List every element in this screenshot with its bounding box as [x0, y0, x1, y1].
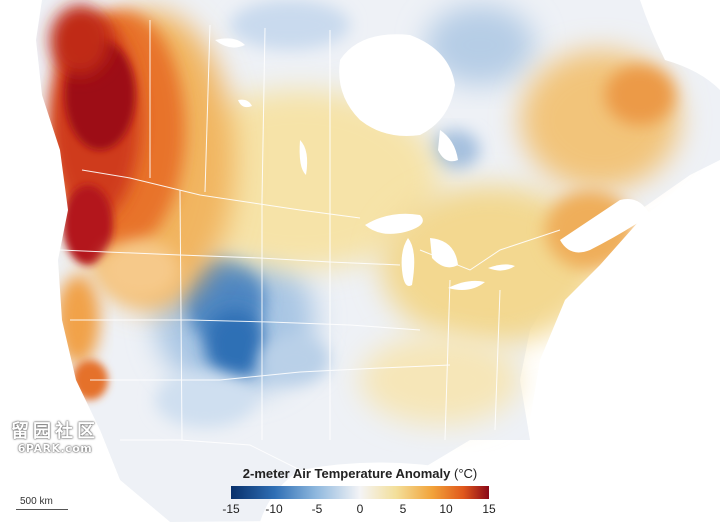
us-canada-border	[81, 169, 361, 219]
legend-tick-label: 10	[439, 502, 453, 516]
color-legend: 2-meter Air Temperature Anomaly (°C) -15…	[220, 466, 500, 520]
legend-color-bar	[231, 486, 489, 499]
political-borders	[59, 20, 561, 471]
scale-label: 500 km	[20, 496, 53, 507]
legend-tick-label: -5	[311, 502, 323, 516]
lake-michigan	[401, 238, 415, 286]
watermark-site: 6PARK.com	[17, 442, 93, 455]
scale-bar: 500 km	[16, 496, 72, 516]
legend-tick-label: 5	[399, 502, 407, 516]
legend-tick-label: 0	[356, 502, 364, 516]
lake-huron	[430, 238, 458, 268]
legend-unit: (°C)	[453, 466, 478, 481]
legend-tick-label: 15	[482, 502, 496, 516]
watermark: 留园社区 6PARK.com	[10, 421, 100, 456]
hudson-bay	[339, 34, 455, 136]
legend-title: 2-meter Air Temperature Anomaly (°C)	[220, 466, 500, 482]
cold-anomaly-layer	[155, 0, 535, 428]
watermark-chars: 留园社区	[11, 421, 99, 442]
lake-erie	[448, 280, 485, 290]
legend-tick-label: -10	[265, 502, 283, 516]
lake-ontario	[488, 264, 515, 271]
legend-tick-label: -15	[222, 502, 240, 516]
lake-superior	[365, 213, 423, 234]
scale-line	[16, 509, 68, 510]
legend-title-text: 2-meter Air Temperature Anomaly	[242, 466, 451, 481]
